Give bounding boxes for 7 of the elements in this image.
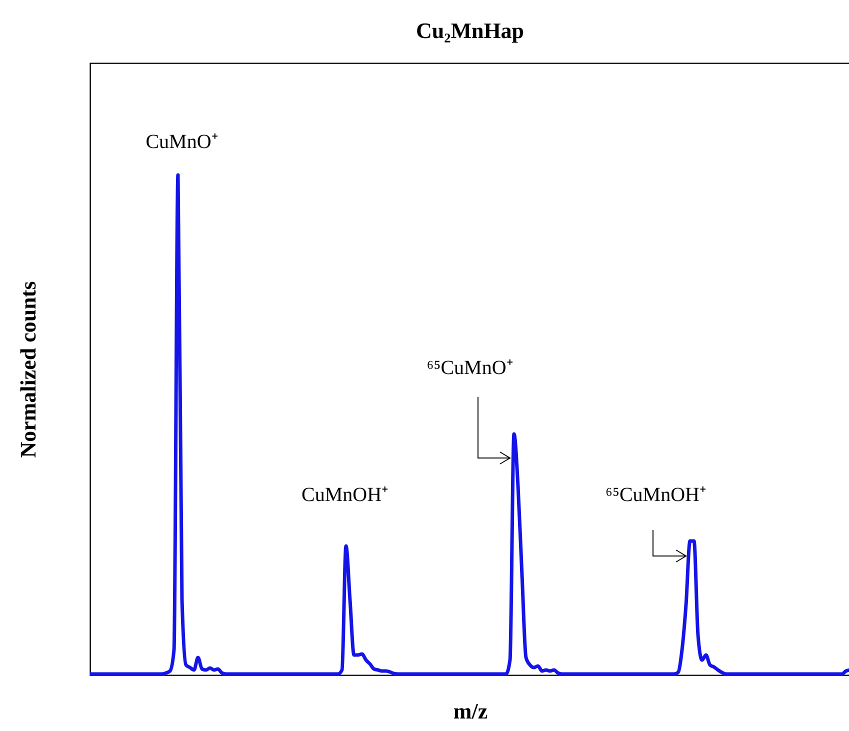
- chart-title: Cu₂MnHap: [416, 18, 524, 43]
- annotation: CuMnOH⁺: [301, 484, 389, 506]
- annotation: ⁶⁵CuMnOH⁺: [606, 484, 706, 506]
- y-axis-title: Normalized counts: [16, 280, 40, 458]
- x-axis-title: m/z: [453, 698, 488, 724]
- annotation: ⁶⁵CuMnO⁺: [426, 357, 514, 379]
- text: CuMnO⁺: [146, 131, 218, 153]
